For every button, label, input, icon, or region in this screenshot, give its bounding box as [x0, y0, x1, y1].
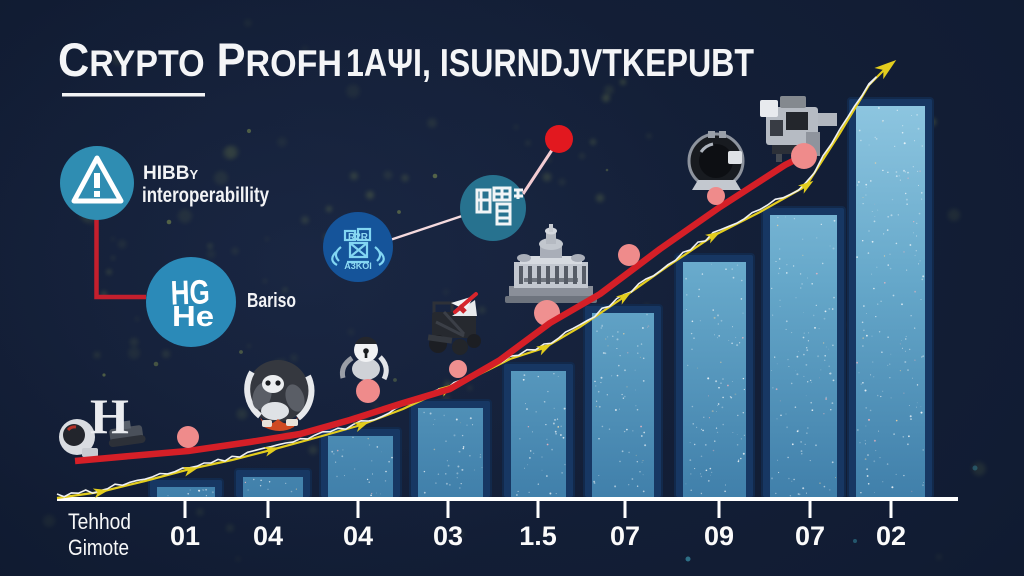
svg-text:1.5: 1.5 [519, 521, 557, 551]
svg-text:HG: HG [170, 273, 210, 312]
svg-text:Gimote: Gimote [68, 535, 129, 560]
svg-text:01: 01 [170, 521, 200, 551]
svg-text:07: 07 [610, 521, 640, 551]
svg-text:1AΨI, ISURNDJVTKEPUBT: 1AΨI, ISURNDJVTKEPUBT [346, 42, 754, 85]
svg-text:R2R: R2R [348, 232, 369, 243]
svg-text:07: 07 [795, 521, 825, 551]
svg-text:02: 02 [876, 521, 906, 551]
svg-text:A3KOI: A3KOI [344, 261, 372, 271]
svg-text:H: H [90, 388, 129, 444]
svg-text:04: 04 [253, 521, 283, 551]
svg-text:04: 04 [343, 521, 373, 551]
svg-text:HIBBY: HIBBY [143, 163, 198, 184]
svg-text:interoperabillity: interoperabillity [142, 184, 269, 207]
svg-text:Tehhod: Tehhod [68, 509, 131, 534]
svg-text:09: 09 [704, 521, 734, 551]
svg-text:Bariso: Bariso [247, 290, 296, 312]
svg-text:He: He [172, 301, 214, 333]
svg-text:03: 03 [433, 521, 463, 551]
svg-text:CRYPTO PROFH: CRYPTO PROFH [58, 33, 342, 86]
